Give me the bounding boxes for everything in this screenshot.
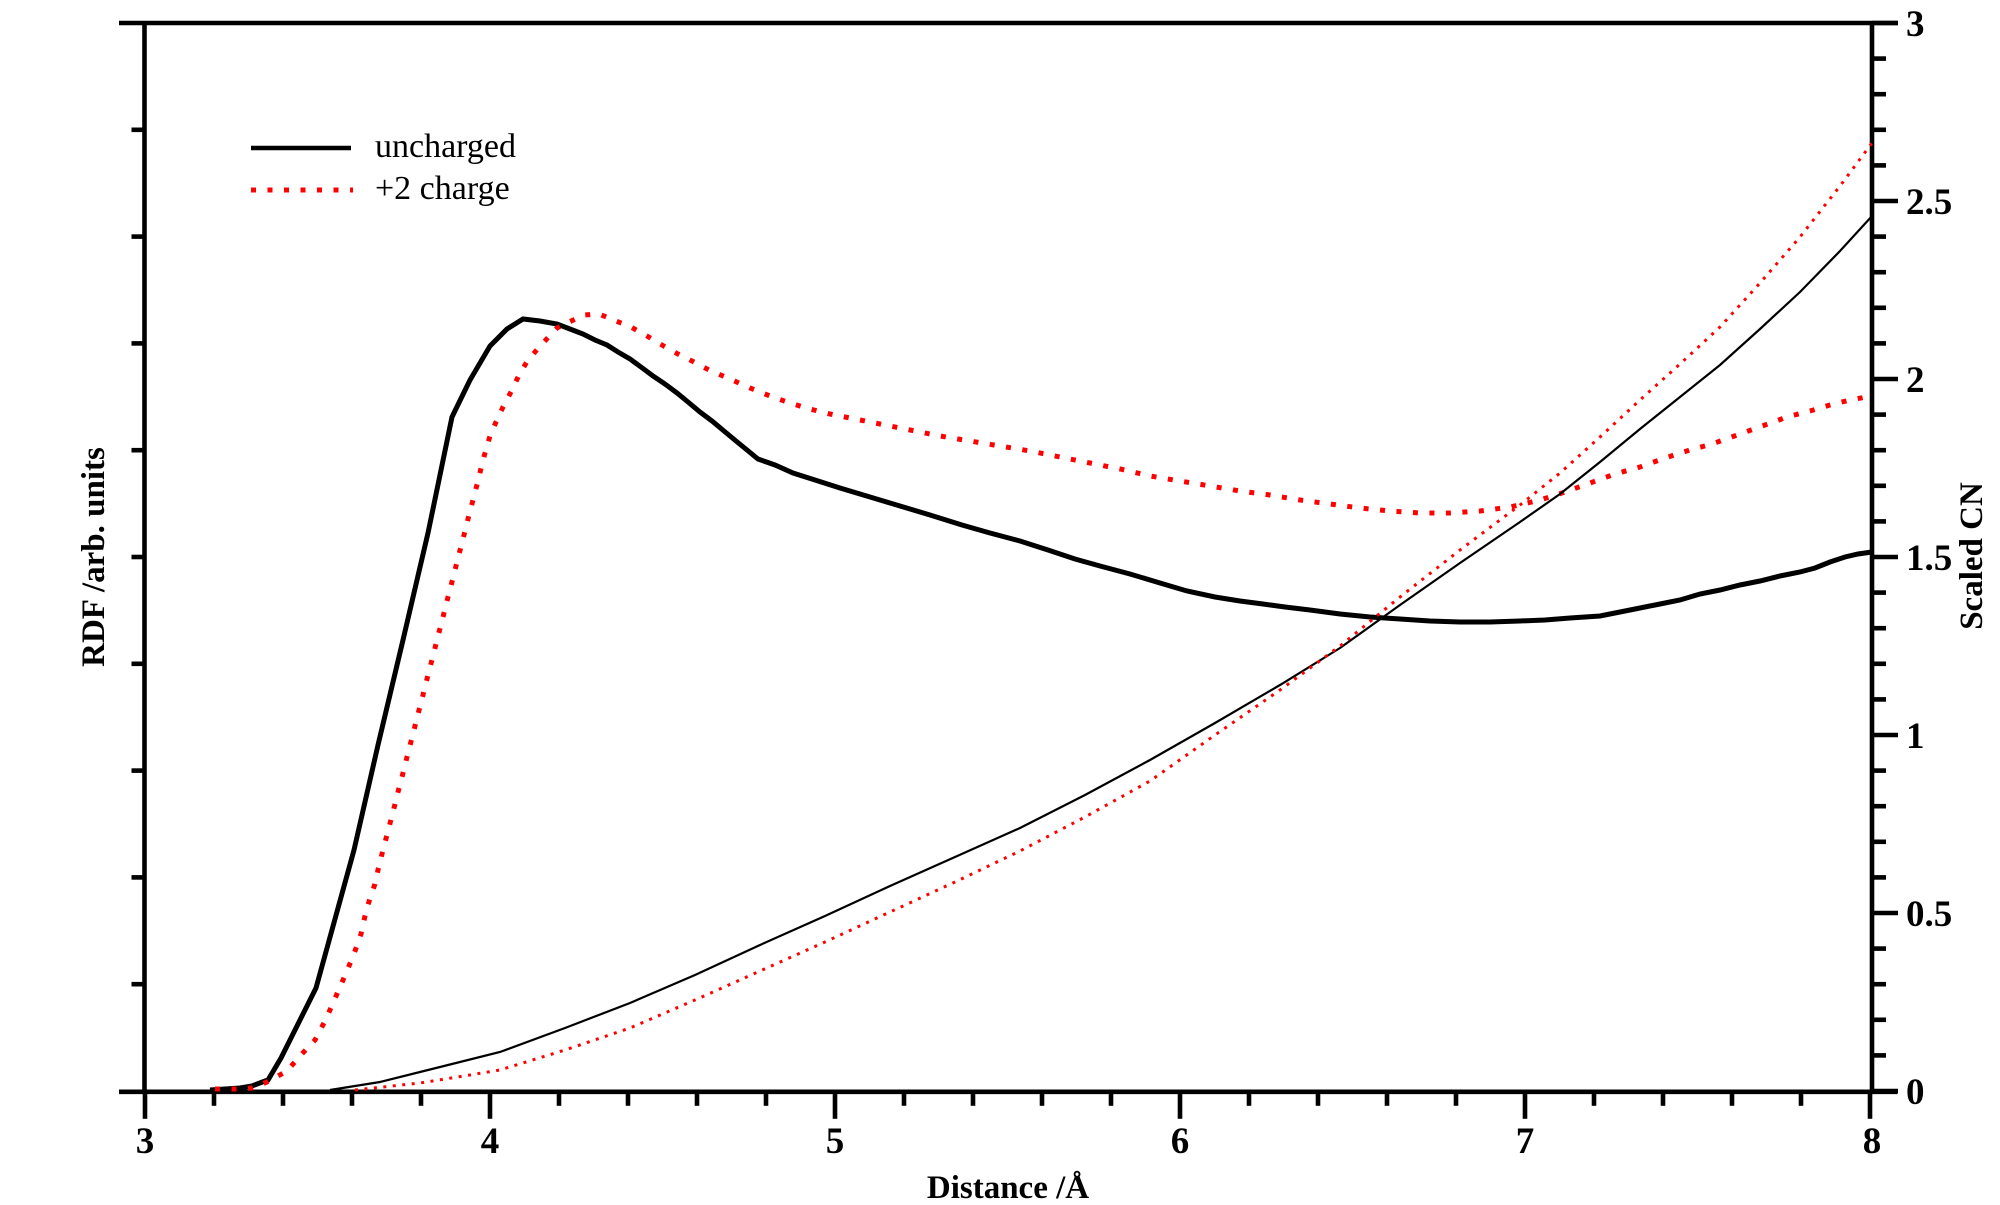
svg-text:5: 5 (826, 1121, 845, 1162)
svg-text:8: 8 (1863, 1121, 1882, 1162)
svg-text:6: 6 (1171, 1121, 1190, 1162)
svg-text:uncharged: uncharged (375, 128, 516, 165)
svg-text:3: 3 (136, 1121, 155, 1162)
svg-text:2.5: 2.5 (1906, 182, 1952, 223)
svg-text:+2 charge: +2 charge (375, 170, 510, 207)
svg-text:0: 0 (1906, 1072, 1925, 1113)
svg-text:Distance /Å: Distance /Å (927, 1170, 1089, 1200)
svg-text:2: 2 (1906, 360, 1925, 401)
svg-text:0.5: 0.5 (1906, 894, 1952, 935)
svg-text:4: 4 (481, 1121, 500, 1162)
svg-text:7: 7 (1516, 1121, 1535, 1162)
svg-text:Scaled CN: Scaled CN (1954, 482, 1990, 630)
svg-text:1.5: 1.5 (1906, 538, 1952, 579)
svg-text:3: 3 (1906, 4, 1925, 45)
svg-text:RDF /arb. units: RDF /arb. units (76, 447, 112, 667)
svg-text:1: 1 (1906, 716, 1925, 757)
